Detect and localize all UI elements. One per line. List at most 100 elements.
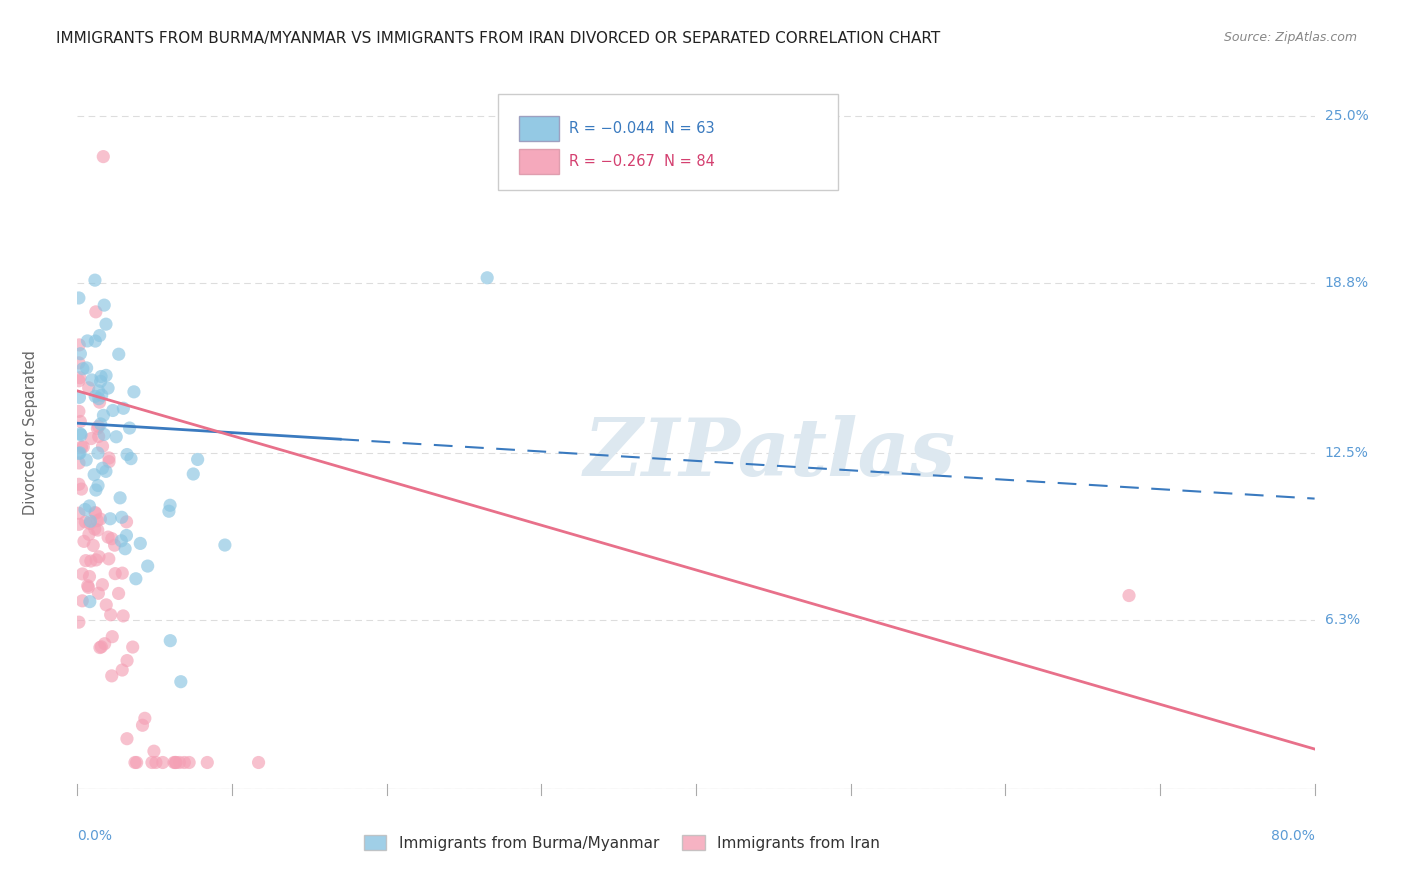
Point (100, 669, 122, 683)
Point (120, 451, 142, 466)
Point (84, 507, 107, 521)
Text: 80.0%: 80.0% (1271, 829, 1315, 843)
Point (79, 516, 101, 531)
Point (129, 536, 152, 550)
Point (1118, 589, 1140, 603)
Point (94, 464, 117, 478)
Point (80, 373, 103, 387)
Point (107, 586, 129, 600)
Text: IMMIGRANTS FROM BURMA/MYANMAR VS IMMIGRANTS FROM IRAN DIVORCED OR SEPARATED CORR: IMMIGRANTS FROM BURMA/MYANMAR VS IMMIGRA… (56, 31, 941, 46)
Point (101, 532, 124, 546)
Point (69, 415, 91, 429)
Text: Divorced or Separated: Divorced or Separated (22, 351, 38, 515)
Point (98, 512, 121, 526)
Point (80, 554, 103, 568)
Point (79, 594, 101, 608)
Point (103, 538, 125, 552)
Text: 18.8%: 18.8% (1324, 277, 1368, 290)
Point (89, 328, 111, 343)
Point (84, 553, 107, 567)
Point (93, 298, 115, 312)
Point (91, 461, 114, 475)
FancyBboxPatch shape (519, 116, 558, 141)
Point (72, 361, 94, 376)
Point (69, 446, 91, 460)
Point (163, 756, 186, 770)
Point (145, 756, 167, 770)
Point (195, 756, 218, 770)
Point (86, 421, 108, 435)
Point (87, 549, 110, 564)
Point (90, 388, 112, 402)
Point (94, 317, 117, 331)
Point (67, 506, 90, 520)
Point (121, 640, 143, 654)
Point (79, 514, 101, 528)
Point (98, 450, 121, 465)
Point (79, 499, 101, 513)
Point (97, 530, 120, 544)
Point (111, 510, 134, 524)
Text: ZIPatlas: ZIPatlas (583, 416, 956, 492)
Point (157, 504, 180, 518)
Point (69, 347, 91, 361)
Point (134, 711, 156, 725)
Text: 25.0%: 25.0% (1324, 109, 1368, 123)
Point (73, 502, 96, 516)
Point (87, 478, 110, 492)
Point (84, 334, 107, 348)
Point (77, 580, 100, 594)
Point (115, 515, 138, 529)
Point (87, 392, 110, 406)
Text: R = −0.044  N = 63: R = −0.044 N = 63 (568, 121, 714, 136)
Point (76, 360, 98, 375)
Point (87, 429, 110, 443)
Point (79, 569, 101, 583)
Point (101, 403, 124, 417)
Point (84, 273, 107, 287)
Text: 6.3%: 6.3% (1324, 613, 1360, 627)
Point (108, 491, 131, 505)
Point (70, 428, 93, 442)
Point (89, 512, 111, 526)
Point (77, 381, 100, 395)
Point (111, 663, 134, 677)
Point (94, 368, 117, 383)
Point (76, 334, 98, 348)
Point (159, 633, 181, 648)
Point (93, 427, 115, 442)
Point (152, 756, 174, 770)
Point (91, 577, 114, 591)
Point (84, 389, 107, 403)
Point (125, 756, 148, 770)
Point (84, 483, 107, 497)
Point (67, 456, 90, 470)
Point (70, 482, 93, 496)
Point (89, 640, 111, 655)
Point (93, 409, 115, 423)
Point (118, 421, 141, 435)
Point (115, 731, 138, 746)
Point (97, 381, 120, 395)
Point (72, 594, 94, 608)
Point (165, 756, 187, 770)
Point (75, 453, 97, 467)
Point (91, 439, 114, 453)
Point (90, 375, 112, 389)
Point (67, 374, 90, 388)
Point (169, 756, 191, 770)
Point (115, 448, 138, 462)
Point (87, 586, 110, 600)
Point (67, 338, 90, 352)
Point (67, 446, 90, 460)
Point (75, 554, 97, 568)
Point (87, 446, 110, 460)
Point (214, 538, 236, 552)
Point (86, 514, 108, 528)
Point (101, 630, 124, 644)
FancyBboxPatch shape (498, 94, 838, 190)
Point (181, 467, 204, 481)
Point (84, 506, 107, 520)
Point (69, 390, 91, 404)
Point (124, 756, 146, 770)
